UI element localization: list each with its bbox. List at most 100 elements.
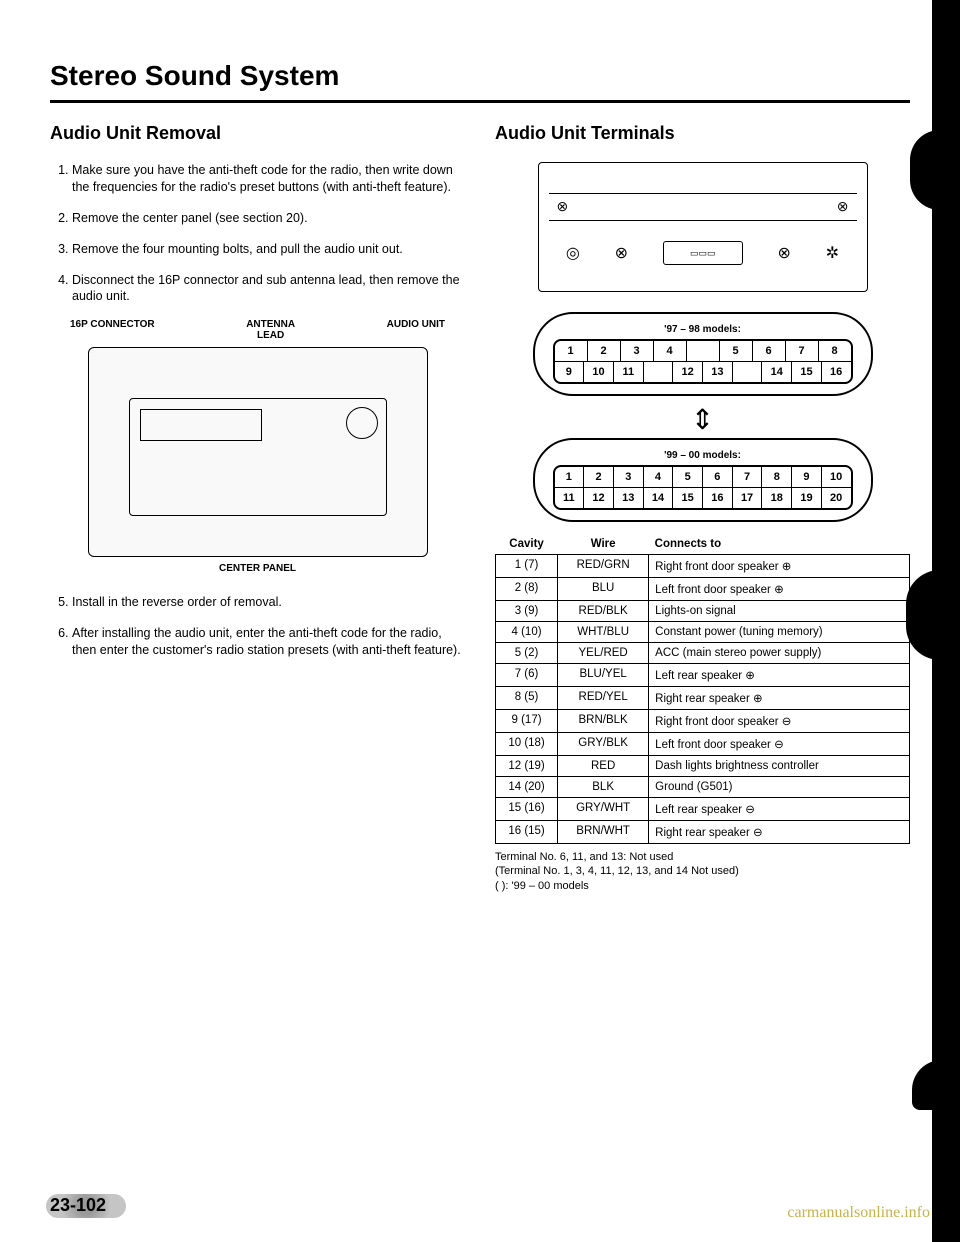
step-6: After installing the audio unit, enter t…	[72, 625, 465, 659]
table-row: 9 (17)BRN/BLKRight front door speaker ⊖	[496, 710, 910, 733]
page-number: 23-102	[50, 1195, 106, 1216]
step-1: Make sure you have the anti-theft code f…	[72, 162, 465, 196]
cell-wire: RED/BLK	[558, 601, 649, 622]
pinout-97-table: 12345678910111213141516	[553, 339, 853, 384]
pinout-97-98: '97 – 98 models: 12345678910111213141516	[533, 312, 873, 396]
th-cavity: Cavity	[496, 534, 558, 555]
radio-drawing	[88, 347, 428, 557]
fig-label-right: AUDIO UNIT	[387, 319, 445, 341]
cell-cavity: 10 (18)	[496, 733, 558, 756]
wire-table: Cavity Wire Connects to 1 (7)RED/GRNRigh…	[495, 534, 910, 844]
cell-wire: RED/GRN	[558, 555, 649, 578]
cell-wire: GRY/WHT	[558, 798, 649, 821]
pin-cell	[733, 362, 763, 382]
table-row: 8 (5)RED/YELRight rear speaker ⊕	[496, 687, 910, 710]
th-connects: Connects to	[649, 534, 910, 555]
table-row: 10 (18)GRY/BLKLeft front door speaker ⊖	[496, 733, 910, 756]
table-row: 15 (16)GRY/WHTLeft rear speaker ⊖	[496, 798, 910, 821]
table-row: 2 (8)BLULeft front door speaker ⊕	[496, 578, 910, 601]
cell-connects: Left rear speaker ⊕	[649, 664, 910, 687]
pin-cell: 7	[733, 467, 763, 488]
pin-cell: 18	[762, 488, 792, 508]
table-row: 14 (20)BLKGround (G501)	[496, 777, 910, 798]
page-title: Stereo Sound System	[50, 60, 910, 92]
pin-cell: 1	[555, 467, 585, 488]
pin-cell: 11	[555, 488, 585, 508]
pin-cell: 12	[584, 488, 614, 508]
cell-wire: WHT/BLU	[558, 622, 649, 643]
cell-connects: Right front door speaker ⊖	[649, 710, 910, 733]
pin-cell: 2	[584, 467, 614, 488]
footnote-2: (Terminal No. 1, 3, 4, 11, 12, 13, and 1…	[495, 864, 910, 878]
cell-connects: Dash lights brightness controller	[649, 756, 910, 777]
cell-wire: RED	[558, 756, 649, 777]
watermark: carmanualsonline.info	[787, 1204, 930, 1222]
double-arrow-icon: ⇕	[495, 406, 910, 434]
pin-cell: 10	[584, 362, 614, 382]
cell-wire: YEL/RED	[558, 643, 649, 664]
pin-cell: 13	[614, 488, 644, 508]
footnote-1: Terminal No. 6, 11, and 13: Not used	[495, 850, 910, 864]
pin-cell: 5	[673, 467, 703, 488]
pinout-99-00: '99 – 00 models: 12345678910111213141516…	[533, 438, 873, 522]
cell-wire: BLU/YEL	[558, 664, 649, 687]
table-row: 7 (6)BLU/YELLeft rear speaker ⊕	[496, 664, 910, 687]
pin-cell: 9	[792, 467, 822, 488]
pin-cell: 13	[703, 362, 733, 382]
th-wire: Wire	[558, 534, 649, 555]
table-row: 12 (19)REDDash lights brightness control…	[496, 756, 910, 777]
pin-cell: 3	[614, 467, 644, 488]
cell-cavity: 12 (19)	[496, 756, 558, 777]
cell-cavity: 9 (17)	[496, 710, 558, 733]
footnote-3: ( ): '99 – 00 models	[495, 879, 910, 893]
pin-cell: 19	[792, 488, 822, 508]
cell-connects: Left rear speaker ⊖	[649, 798, 910, 821]
content-columns: Audio Unit Removal Make sure you have th…	[50, 123, 910, 893]
step-4: Disconnect the 16P connector and sub ant…	[72, 272, 465, 306]
pin-cell: 12	[673, 362, 703, 382]
cell-connects: Left front door speaker ⊖	[649, 733, 910, 756]
fig-label-mid: ANTENNA LEAD	[246, 319, 295, 341]
removal-figure: 16P CONNECTOR ANTENNA LEAD AUDIO UNIT CE…	[50, 319, 465, 574]
pin-cell: 20	[822, 488, 851, 508]
cell-cavity: 3 (9)	[496, 601, 558, 622]
chassis-drawing: ◎ ⊗ ▭▭▭ ⊗ ✲	[538, 162, 868, 292]
pin-cell: 8	[819, 341, 851, 362]
cell-connects: Right rear speaker ⊖	[649, 821, 910, 844]
pin-cell: 6	[753, 341, 786, 362]
pinout-99-label: '99 – 00 models:	[553, 450, 853, 461]
table-row: 1 (7)RED/GRNRight front door speaker ⊕	[496, 555, 910, 578]
pin-cell: 9	[555, 362, 585, 382]
screw-icon: ⊗	[778, 243, 791, 263]
pin-cell: 16	[822, 362, 851, 382]
pin-cell: 6	[703, 467, 733, 488]
cell-cavity: 7 (6)	[496, 664, 558, 687]
install-steps: Install in the reverse order of removal.…	[72, 594, 465, 659]
cell-wire: GRY/BLK	[558, 733, 649, 756]
fan-icon: ✲	[826, 243, 839, 263]
table-row: 16 (15)BRN/WHTRight rear speaker ⊖	[496, 821, 910, 844]
cell-cavity: 14 (20)	[496, 777, 558, 798]
connector-drawing: ▭▭▭	[663, 241, 743, 265]
pin-cell: 10	[822, 467, 851, 488]
pin-cell: 4	[644, 467, 674, 488]
cell-connects: Left front door speaker ⊕	[649, 578, 910, 601]
cell-cavity: 16 (15)	[496, 821, 558, 844]
pin-cell: 1	[555, 341, 588, 362]
step-2: Remove the center panel (see section 20)…	[72, 210, 465, 227]
pin-cell: 14	[762, 362, 792, 382]
right-column: Audio Unit Terminals ◎ ⊗ ▭▭▭ ⊗ ✲ '97 – 9…	[495, 123, 910, 893]
left-column: Audio Unit Removal Make sure you have th…	[50, 123, 465, 893]
cell-connects: Right front door speaker ⊕	[649, 555, 910, 578]
title-rule	[50, 100, 910, 103]
binder-tab	[932, 0, 960, 1242]
pin-cell: 15	[673, 488, 703, 508]
cell-wire: BRN/WHT	[558, 821, 649, 844]
cell-wire: BLU	[558, 578, 649, 601]
pin-cell: 14	[644, 488, 674, 508]
cell-cavity: 1 (7)	[496, 555, 558, 578]
screw-icon: ⊗	[615, 243, 628, 263]
pin-cell: 8	[762, 467, 792, 488]
screw-icon: ◎	[566, 243, 580, 263]
pinout-99-table: 1234567891011121314151617181920	[553, 465, 853, 510]
